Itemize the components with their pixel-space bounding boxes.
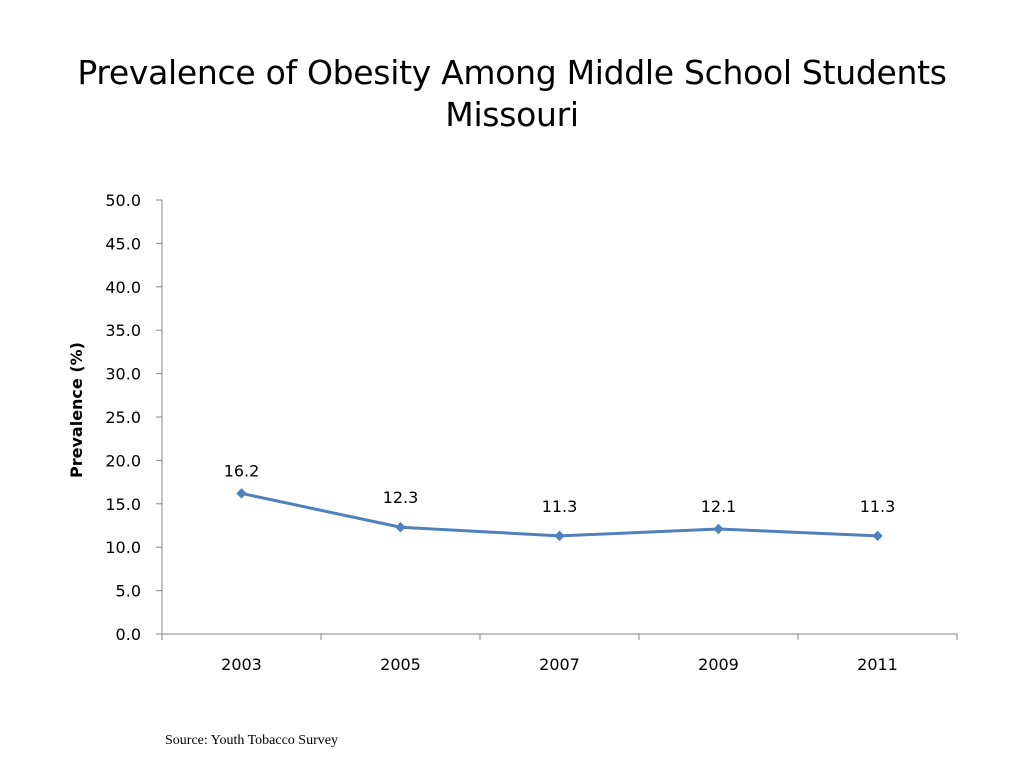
y-tick-label: 15.0 <box>105 495 141 514</box>
y-tick-label: 20.0 <box>105 451 141 470</box>
y-tick-label: 5.0 <box>116 582 141 601</box>
y-axis-title: Prevalence (%) <box>67 342 86 478</box>
y-tick-label: 0.0 <box>116 625 141 644</box>
data-point-marker <box>872 530 883 542</box>
y-tick-label: 30.0 <box>105 365 141 384</box>
y-tick-label: 25.0 <box>105 408 141 427</box>
chart-title: Prevalence of Obesity Among Middle Schoo… <box>0 52 1024 136</box>
y-tick-label: 10.0 <box>105 538 141 557</box>
data-point-marker <box>554 530 565 542</box>
data-label: 16.2 <box>224 461 260 480</box>
data-label: 11.3 <box>860 497 896 516</box>
x-tick-label: 2005 <box>380 655 421 674</box>
chart-series <box>236 488 883 542</box>
y-tick-label: 35.0 <box>105 321 141 340</box>
x-tick-label: 2007 <box>539 655 580 674</box>
chart-data-labels: 16.2 12.3 11.3 12.1 11.3 <box>224 461 896 516</box>
y-tick-label: 45.0 <box>105 234 141 253</box>
x-tick-label: 2003 <box>221 655 262 674</box>
data-point-marker <box>713 523 724 535</box>
data-point-marker <box>395 522 406 533</box>
y-tick-label: 50.0 <box>105 191 141 210</box>
x-tick-label: 2009 <box>698 655 739 674</box>
chart-axes: 0.0 5.0 10.0 15.0 20.0 25.0 30.0 35.0 40.0 45.0 50… <box>105 191 958 674</box>
data-label: 11.3 <box>542 497 578 516</box>
data-label: 12.3 <box>383 488 419 507</box>
data-point-marker <box>236 488 247 499</box>
y-tick-label: 40.0 <box>105 278 141 297</box>
x-tick-label: 2011 <box>857 655 898 674</box>
source-note: Source: Youth Tobacco Survey <box>165 733 338 748</box>
chart-title-line-1: Prevalence of Obesity Among Middle Schoo… <box>77 53 947 92</box>
chart-title-line-2: Missouri <box>445 95 579 134</box>
data-label: 12.1 <box>701 497 737 516</box>
